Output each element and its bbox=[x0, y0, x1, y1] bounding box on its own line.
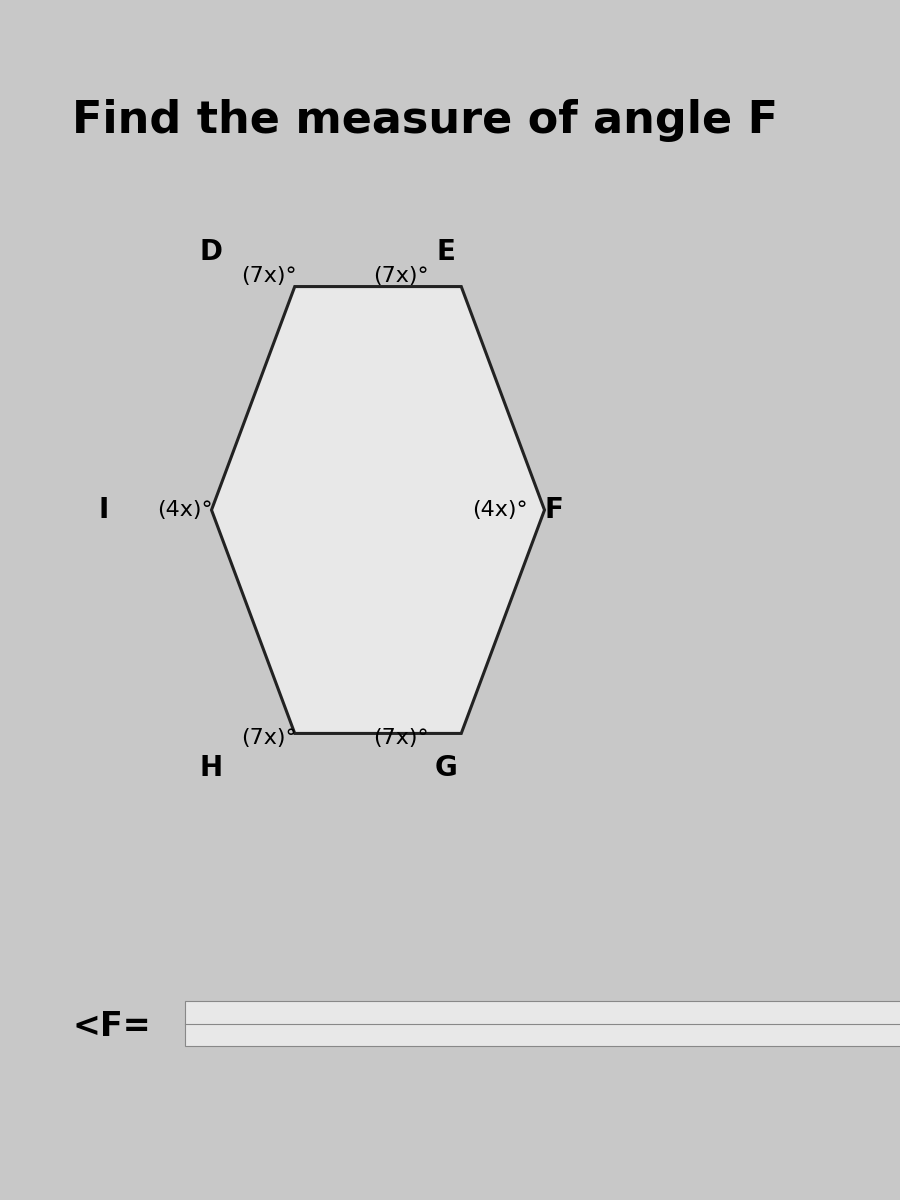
Text: Find the measure of angle F: Find the measure of angle F bbox=[72, 98, 778, 142]
Text: F: F bbox=[544, 496, 562, 524]
Text: G: G bbox=[434, 754, 457, 782]
Text: (4x)°: (4x)° bbox=[472, 500, 528, 520]
Text: I: I bbox=[98, 496, 109, 524]
Text: <F=: <F= bbox=[72, 1009, 150, 1043]
Text: (7x)°: (7x)° bbox=[374, 265, 429, 286]
Bar bbox=[184, 1001, 900, 1046]
Text: (7x)°: (7x)° bbox=[374, 728, 429, 749]
Text: D: D bbox=[200, 238, 223, 266]
Polygon shape bbox=[212, 287, 544, 733]
Text: (4x)°: (4x)° bbox=[158, 500, 213, 520]
Text: E: E bbox=[436, 238, 454, 266]
Text: H: H bbox=[200, 754, 223, 782]
Text: (7x)°: (7x)° bbox=[241, 265, 297, 286]
Text: (7x)°: (7x)° bbox=[241, 728, 297, 749]
